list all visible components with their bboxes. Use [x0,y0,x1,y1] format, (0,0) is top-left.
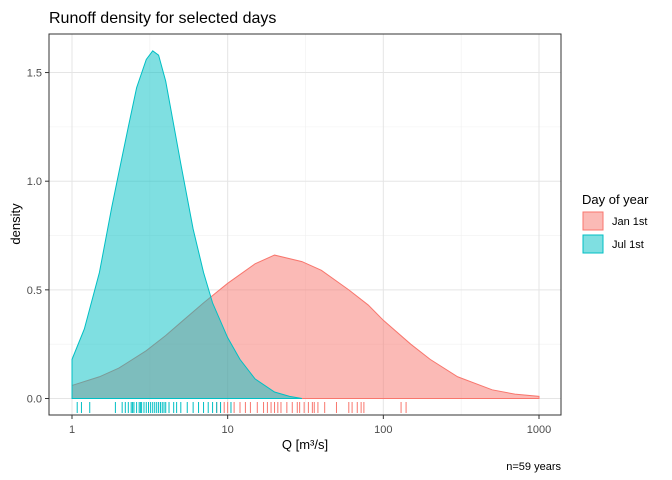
rug-marks [76,402,407,413]
legend-swatch-series-2 [582,234,604,254]
x-axis-title: Q [m³/s] [282,437,328,452]
density-areas [71,50,540,399]
x-tick-label: 100 [374,424,392,436]
x-tick-label: 1000 [527,424,551,436]
y-axis: 0.0 0.5 1.0 1.5 [27,68,49,406]
legend-label-series-2: Jul 1st [612,239,644,251]
y-tick-label: 0.0 [27,394,42,406]
y-tick-label: 0.5 [27,285,42,297]
legend-swatch-series-1 [582,211,604,231]
legend-items: Jan 1st Jul 1st [582,211,647,254]
legend: Day of year Jan 1st Jul 1st [582,192,649,254]
chart-title: Runoff density for selected days [49,10,276,27]
plot-area [48,33,562,416]
y-tick-label: 1.5 [27,68,42,80]
x-axis: 1 10 100 1000 [69,415,551,436]
plot-border [48,33,562,416]
y-axis-title: density [8,203,23,245]
legend-label-series-1: Jan 1st [612,216,647,228]
density-area-series-2 [71,50,303,399]
y-tick-label: 1.0 [27,176,42,188]
caption: n=59 years [506,461,561,473]
legend-title: Day of year [582,192,649,207]
x-tick-label: 10 [222,424,234,436]
x-tick-label: 1 [69,424,75,436]
